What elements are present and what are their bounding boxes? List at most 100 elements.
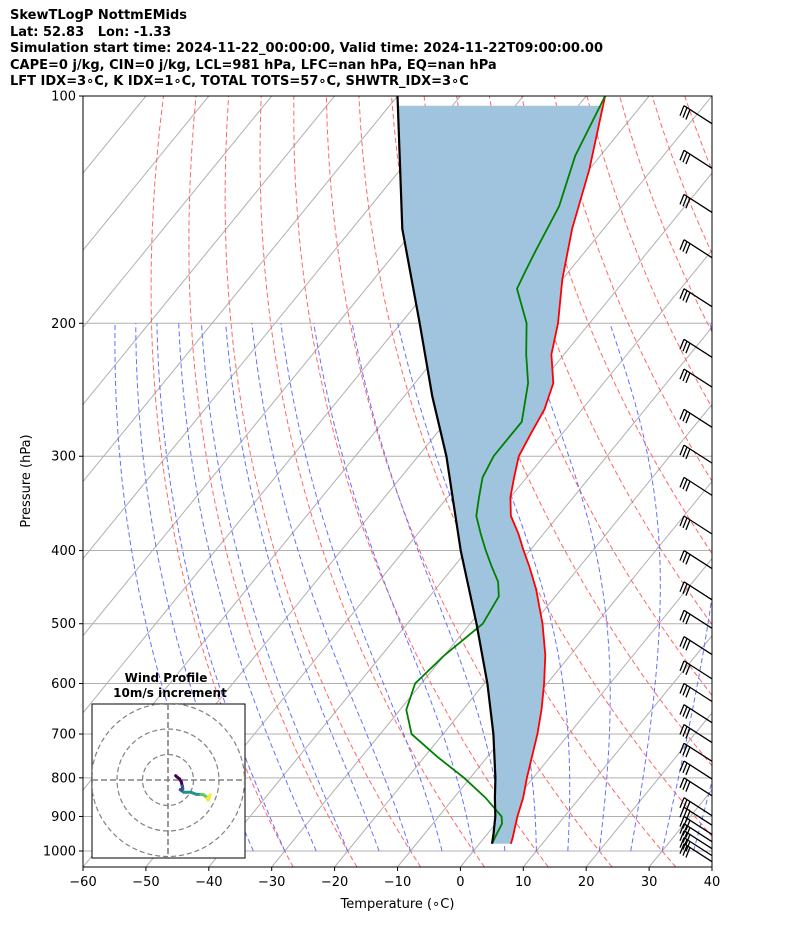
isotherm-gridline [208, 249, 712, 867]
y-axis-title: Pressure (hPa) [19, 434, 34, 527]
wind-barb [679, 837, 713, 857]
moist-adiabat [156, 323, 286, 852]
cape-cin-shading [397, 105, 603, 844]
isotherm-gridline [522, 634, 712, 867]
x-tick-label: 0 [456, 875, 464, 890]
wind-barb [679, 444, 713, 464]
header-title: SkewTLogP NottmEMids [10, 8, 188, 23]
x-tick-label: −60 [69, 875, 96, 890]
dry-adiabat [488, 96, 712, 626]
moist-adiabat [661, 323, 712, 852]
y-tick-label: 400 [51, 544, 76, 559]
dry-adiabat [553, 96, 712, 483]
x-axis-title: Temperature (∘C) [340, 897, 455, 912]
moist-adiabat [280, 323, 443, 852]
moist-adiabat [251, 323, 412, 852]
wind-barb [679, 368, 713, 388]
moist-adiabat [225, 323, 380, 852]
y-tick-label: 800 [51, 771, 76, 786]
wind-barb [679, 760, 713, 780]
dry-adiabat [619, 96, 712, 333]
y-tick-label: 500 [51, 617, 76, 632]
y-tick-label: 700 [51, 728, 76, 743]
isotherm-gridline [334, 403, 712, 867]
dry-adiabat [150, 96, 294, 867]
header-times: Simulation start time: 2024-11-22_00:00:… [10, 41, 603, 56]
y-tick-label: 900 [51, 810, 76, 825]
header-stability: CAPE=0 j/kg, CIN=0 j/kg, LCL=981 hPa, LF… [10, 57, 497, 73]
wind-barb [679, 636, 713, 656]
wind-barb [679, 742, 713, 762]
moist-adiabat [522, 323, 611, 852]
dewpoint-profile-line [405, 96, 606, 845]
x-tick-label: −10 [384, 875, 411, 890]
wind-barb [679, 797, 713, 817]
moist-adiabat [693, 779, 712, 852]
wind-barb [679, 515, 713, 535]
wind-barb [679, 823, 713, 843]
wind-barb [679, 777, 713, 797]
isotherm-gridline [83, 96, 335, 406]
chart-header: SkewTLogP NottmEMids Lat: 52.83 Lon: -1.… [10, 8, 603, 91]
dry-adiabat [783, 96, 794, 867]
moist-adiabat [201, 323, 349, 852]
wind-barb [679, 288, 713, 308]
y-tick-label: 1000 [43, 845, 76, 860]
wind-barb [679, 476, 713, 496]
isotherm-gridline [83, 96, 273, 329]
dry-adiabat [224, 96, 422, 867]
header-location: Lat: 52.83 Lon: -1.33 [10, 24, 172, 40]
x-tick-label: 30 [641, 875, 658, 890]
wind-barb [679, 682, 713, 703]
dry-adiabat [750, 96, 794, 867]
x-tick-label: −50 [132, 875, 159, 890]
wind-barb [679, 239, 713, 259]
wind-barb [679, 550, 713, 570]
y-tick-label: 600 [51, 677, 76, 692]
wind-barb [679, 193, 713, 213]
hodograph-subtitle: 10m/s increment [113, 686, 227, 700]
isotherm-gridline [711, 866, 712, 867]
isotherm-gridline [648, 789, 712, 867]
isotherm-gridline [585, 712, 712, 867]
x-tick-label: 40 [704, 875, 721, 890]
dry-adiabat [521, 96, 712, 555]
wind-barb [679, 338, 713, 358]
y-tick-label: 100 [51, 90, 76, 105]
x-tick-label: −30 [258, 875, 285, 890]
moist-adiabat [725, 323, 794, 851]
wind-barb [679, 609, 713, 629]
dry-adiabat [325, 96, 613, 867]
moist-adiabat [178, 323, 317, 852]
wind-barb [679, 723, 713, 744]
hodograph-ring [92, 704, 245, 858]
wind-barb [679, 843, 713, 863]
dry-adiabat [684, 96, 712, 172]
wind-barb [679, 149, 713, 169]
y-tick-label: 300 [51, 450, 76, 465]
dry-adiabat [717, 96, 794, 867]
isotherm-gridline [83, 96, 210, 251]
hodograph-segment [207, 793, 212, 799]
x-tick-label: −40 [195, 875, 222, 890]
moist-adiabat [313, 323, 474, 852]
isotherm-gridline [271, 326, 712, 867]
wind-barb [679, 105, 713, 125]
wind-barb [679, 704, 713, 724]
wind-barb [679, 408, 713, 428]
moist-adiabat [351, 323, 506, 852]
dry-adiabat [188, 96, 358, 867]
wind-barb [679, 830, 713, 850]
dry-adiabat [259, 96, 485, 867]
x-tick-label: 20 [578, 875, 595, 890]
parcel-profile-line [396, 96, 497, 844]
header-indices: LFT IDX=3∘C, K IDX=1∘C, TOTAL TOTS=57∘C,… [10, 74, 469, 89]
dry-adiabat [651, 96, 712, 255]
x-tick-label: 10 [515, 875, 532, 890]
isotherm-gridline [83, 96, 84, 97]
wind-barb [679, 660, 713, 680]
hodograph-title: Wind Profile [125, 671, 208, 685]
temperature-profile-line [509, 96, 606, 844]
x-tick-label: −20 [321, 875, 348, 890]
